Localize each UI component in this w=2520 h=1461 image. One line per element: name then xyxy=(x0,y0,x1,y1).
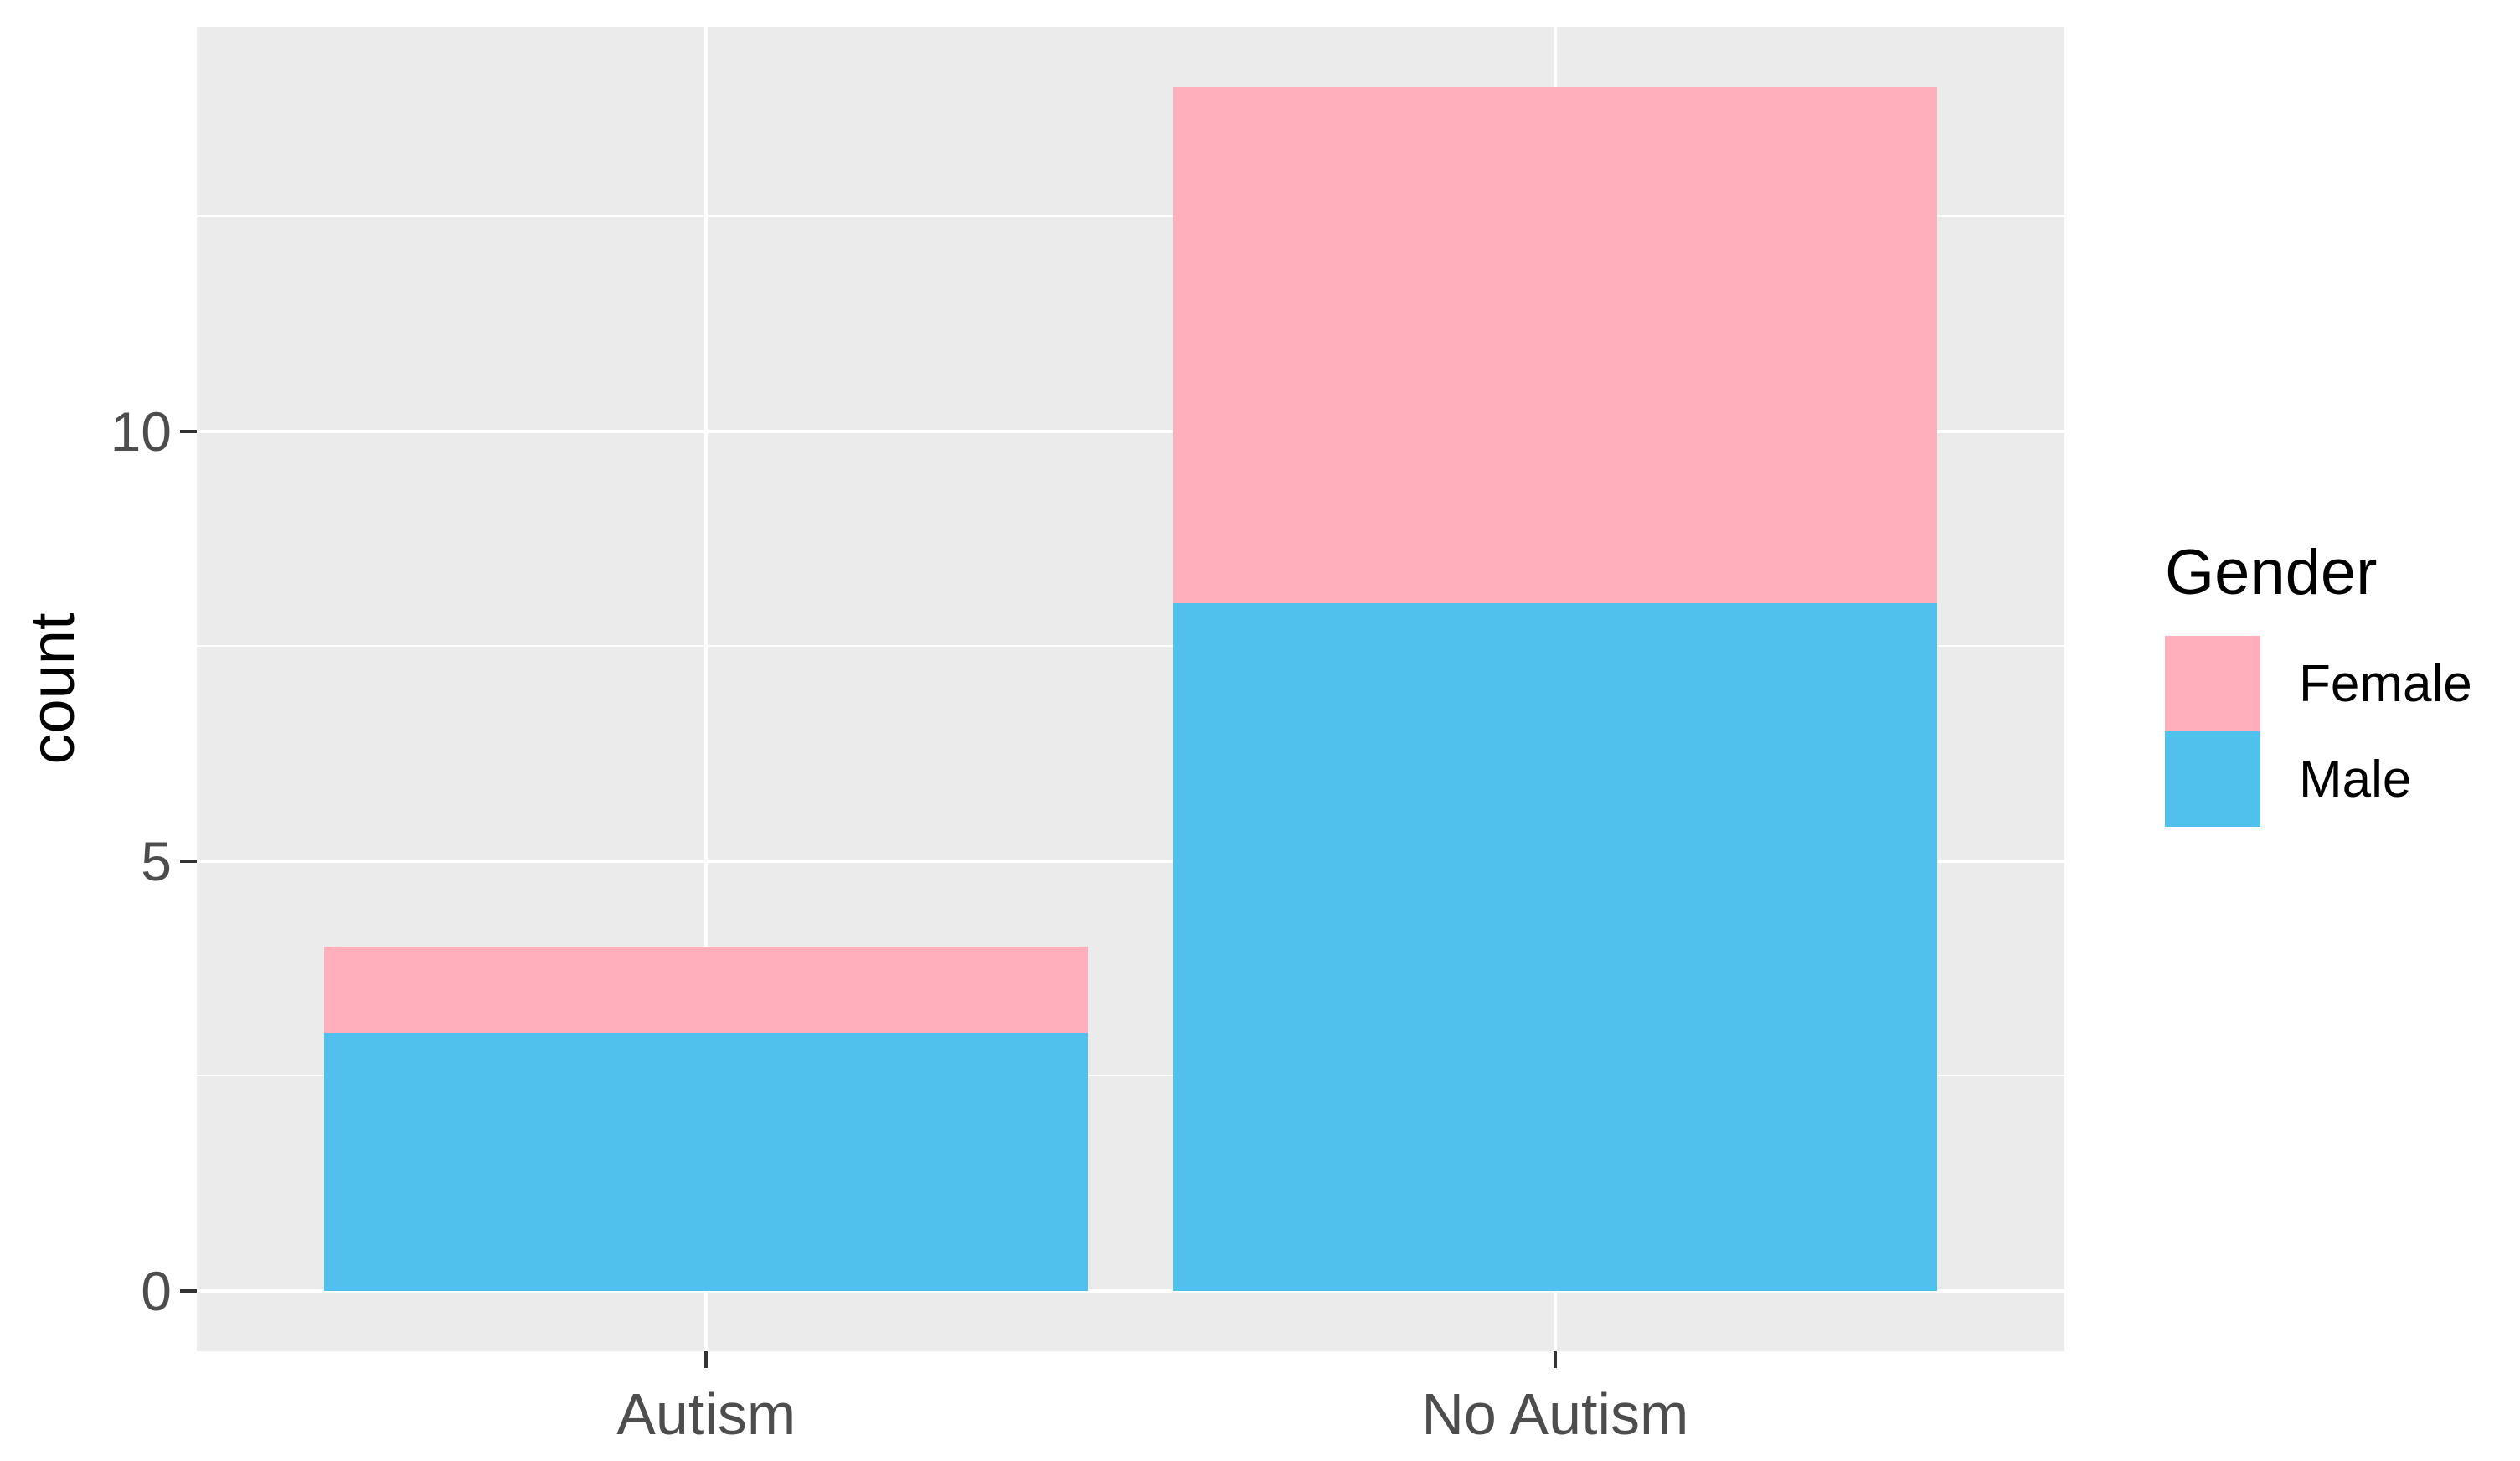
legend-label: Female xyxy=(2299,654,2472,713)
legend-entries: Female Male xyxy=(2165,636,2472,827)
legend-entry-male: Male xyxy=(2165,731,2472,827)
legend-label: Male xyxy=(2299,750,2412,808)
legend-title: Gender xyxy=(2165,537,2378,608)
y-minor-gridline xyxy=(197,645,2064,648)
plot-panel xyxy=(197,27,2064,1351)
y-major-gridline xyxy=(197,429,2064,433)
y-tick-label: 10 xyxy=(110,400,172,462)
legend-entry-female: Female xyxy=(2165,636,2472,731)
y-axis-title: count xyxy=(18,612,87,765)
x-major-gridline xyxy=(704,27,709,1351)
bar-autism-female xyxy=(324,947,1089,1034)
bar-autism-male xyxy=(324,1033,1089,1292)
bar-no-autism-female xyxy=(1172,86,1937,603)
y-tick-label: 5 xyxy=(141,829,172,892)
y-minor-gridline xyxy=(197,214,2064,217)
y-minor-gridline xyxy=(197,1075,2064,1077)
y-major-gridline xyxy=(197,859,2064,863)
x-tick-mark xyxy=(1553,1351,1557,1368)
legend-swatch-female xyxy=(2165,636,2260,731)
legend: Gender Female Male xyxy=(2165,540,2472,827)
bar-no-autism-male xyxy=(1172,602,1937,1292)
y-tick-label: 0 xyxy=(141,1260,172,1323)
x-tick-mark xyxy=(704,1351,709,1368)
y-tick-mark xyxy=(180,429,197,433)
y-tick-mark xyxy=(180,1289,197,1293)
x-tick-label: Autism xyxy=(616,1381,796,1447)
legend-swatch-male xyxy=(2165,731,2260,827)
x-tick-label: No Autism xyxy=(1421,1381,1689,1447)
y-major-gridline xyxy=(197,1289,2064,1293)
y-tick-mark xyxy=(180,859,197,863)
